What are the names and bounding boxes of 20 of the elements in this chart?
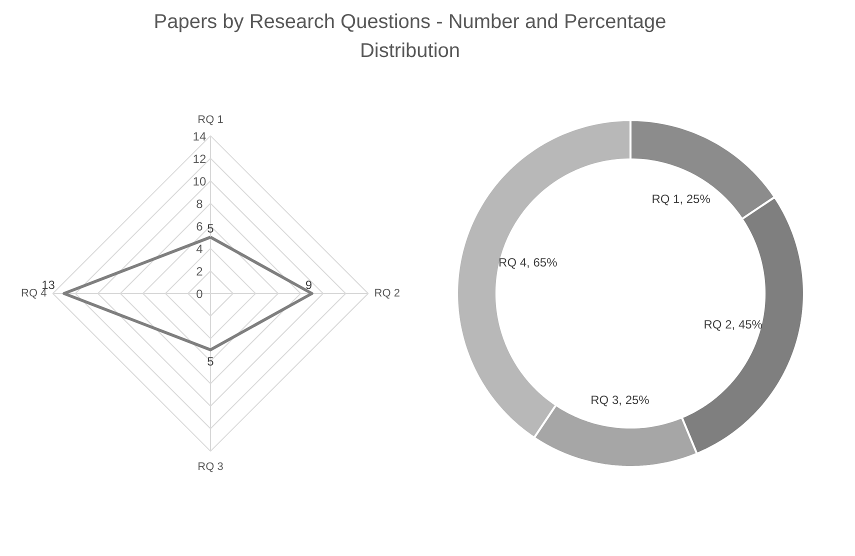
y-tick-label: 0 — [196, 287, 204, 301]
data-label: 9 — [305, 278, 312, 292]
y-tick-label: 14 — [192, 129, 206, 144]
spoke-label: RQ 2 — [374, 288, 400, 300]
slice-label: RQ 4, 65% — [498, 255, 558, 270]
y-tick-label: 6 — [196, 219, 204, 234]
spoke-label: RQ 3 — [198, 460, 224, 473]
data-label: 5 — [207, 354, 214, 369]
y-tick-label: 10 — [192, 174, 206, 188]
data-label: 5 — [207, 221, 214, 236]
slice-label: RQ 3, 25% — [590, 393, 650, 408]
slice-label: RQ 1, 25% — [652, 192, 711, 206]
y-tick-label: 4 — [196, 242, 204, 256]
spoke-label: RQ 4 — [21, 288, 47, 300]
chart-title: Papers by Research Questions - Number and Percentage Distribution — [152, 10, 668, 64]
y-tick-label: 8 — [196, 196, 204, 211]
y-tick-label: 2 — [196, 264, 204, 278]
spoke-label: RQ 1 — [198, 114, 224, 126]
y-tick-label: 12 — [192, 152, 206, 166]
slice-label: RQ 2, 45% — [704, 318, 763, 332]
